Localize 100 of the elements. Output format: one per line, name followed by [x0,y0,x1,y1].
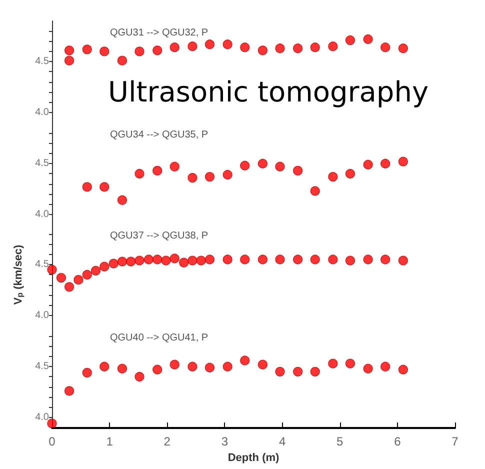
x-tick-label: 3 [221,434,228,448]
point [144,254,154,264]
point [293,165,303,175]
text: QGU34 --> QGU35, P [110,129,208,140]
x-tick-label: 6 [394,434,402,448]
point [204,171,215,182]
point [161,256,171,266]
point [275,366,285,376]
point [398,364,408,374]
y-tick-label: 4.0 [35,208,50,220]
point [188,42,198,52]
point [188,172,198,182]
y-tick-label: 4.0 [35,411,50,422]
point [240,254,250,264]
point [380,42,390,52]
point [134,256,144,266]
point [56,272,66,283]
point [222,361,232,371]
point [345,358,356,368]
point [293,254,303,264]
point [345,35,356,46]
point [100,361,110,371]
point [64,56,74,66]
annotation: Ultrasonic tomography [108,76,429,108]
point [345,256,356,266]
point [117,256,128,266]
point [258,359,268,369]
point [188,361,198,371]
text: QGU37 --> QGU38, P [110,230,208,242]
point [117,363,128,373]
point [222,169,232,180]
point [345,168,356,178]
x-tick-label: 2 [164,434,171,448]
point [170,254,180,264]
x-axis-title: Depth (m) [228,451,280,464]
point [293,44,303,54]
y-tick-label: 4.5 [35,56,50,68]
point [328,254,338,264]
point [47,264,57,274]
point [117,194,128,204]
point [82,44,92,54]
point [275,161,285,171]
y-tick-label: 4.5 [35,360,50,372]
point [134,46,144,56]
point [380,158,390,168]
point [179,258,189,268]
point [196,256,206,266]
point [204,40,215,50]
point [64,282,74,292]
point [293,366,303,376]
point [170,359,180,369]
point [398,156,408,166]
point [170,42,180,52]
point [363,254,373,264]
point [204,362,215,372]
point [398,44,408,54]
x-tick-label: 4 [278,434,286,448]
point [310,366,320,376]
point [310,254,320,264]
point [82,182,92,192]
point [240,160,250,170]
point [117,56,128,66]
point [126,256,136,266]
point [170,161,180,171]
point [82,367,92,377]
point [152,364,162,374]
point [310,42,320,52]
point [134,168,144,178]
point [134,371,144,382]
point [398,256,408,266]
x-tick-label: 7 [452,434,459,448]
point [64,386,74,396]
x-tick-label: 1 [106,434,114,448]
point [380,361,390,371]
point [363,159,373,169]
point [380,254,390,264]
point [152,254,162,264]
point [328,42,338,52]
point [188,256,198,266]
point [222,40,232,50]
y-tick-label: 4.5 [35,158,50,169]
point [258,254,268,264]
point [258,46,268,56]
point [328,358,338,368]
point [82,270,92,280]
point [64,46,74,56]
x-tick-label: 0 [48,434,56,448]
point [363,34,373,44]
y-tick-label: 4.5 [35,259,50,270]
x-tick-label: 5 [336,434,344,448]
point [100,262,110,272]
y-axis-title: Vp (km/sec) [12,244,25,305]
point [100,46,110,56]
point [258,158,268,168]
point [204,254,215,264]
text: QGU31 --> QGU32, P [110,28,208,38]
point [74,275,84,285]
point [275,254,285,264]
point [328,171,338,182]
point [152,46,162,56]
